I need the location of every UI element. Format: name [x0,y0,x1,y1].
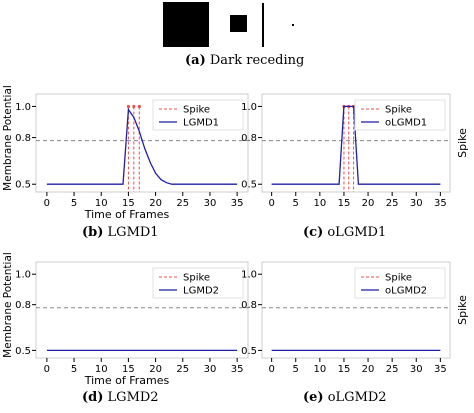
caption-e-letter: (e) [303,390,324,405]
x-tick-label: 5 [293,198,299,209]
x-tick-label: 10 [95,198,108,209]
stimulus-strip [0,0,474,50]
caption-d-text: LGMD2 [107,390,159,405]
spike-marker [137,104,141,109]
caption-e-text: oLGMD2 [327,390,387,405]
x-tick-label: 10 [95,364,108,375]
x-tick-label: 15 [338,364,351,375]
caption-c-letter: (c) [303,225,324,240]
x-tick-label: 20 [362,198,375,209]
y-axis-label: Membrane Potential [2,252,14,358]
y-tick-label: 0.5 [241,346,257,357]
x-axis-label: Time of Frames [84,208,170,221]
stimulus-frame-thin-bar [262,3,264,47]
x-tick-label: 35 [231,364,244,375]
chart-b: 0 5 10 15 20 25 30 35 0.5 0.8 1.0 Spike LGMD1 Time of… [2,85,249,221]
y-tick-label: 1.0 [241,270,257,281]
caption-c: (c) oLGMD1 [303,225,386,240]
x-tick-label: 30 [410,198,423,209]
plot-frame [35,93,249,193]
plot-frame [261,93,451,193]
y-axis-label: Membrane Potential [2,85,14,191]
x-tick-label: 0 [268,364,274,375]
legend-spike-label: Spike [385,105,412,116]
plot-frame [35,261,249,359]
spike-marker [132,104,136,109]
x-tick-label: 35 [434,198,447,209]
x-tick-label: 15 [122,364,135,375]
legend-box [354,267,446,299]
series-line [271,105,441,185]
x-tick-label: 20 [149,364,162,375]
x-tick-label: 30 [204,364,217,375]
x-tick-label: 30 [204,198,217,209]
caption-b-letter: (b) [82,225,104,240]
legend-box [152,267,244,299]
y-tick-label: 0.5 [15,346,31,357]
x-tick-label: 25 [176,364,189,375]
x-tick-label: 25 [176,198,189,209]
x-tick-label: 30 [410,364,423,375]
x-tick-label: 5 [71,364,77,375]
right-axis-label: Spike [456,128,469,158]
legend-box [354,99,446,131]
y-tick-label: 1.0 [241,102,257,113]
x-tick-label: 15 [122,198,135,209]
y-tick-label: 0.8 [15,300,31,311]
y-tick-label: 0.8 [241,133,257,144]
caption-d-letter: (d) [82,390,104,405]
legend-line-label: oLGMD1 [385,118,427,129]
y-tick-label: 0.8 [241,300,257,311]
legend-box [152,99,244,131]
stimulus-frame-dot [292,24,294,26]
y-tick-label: 0.5 [15,180,31,191]
chart-d: 0 5 10 15 20 25 30 35 0.5 0.8 1.0 Spike LGMD2 Time of… [2,252,249,387]
stimulus-frame-large-square [163,2,209,47]
series-line [46,107,238,185]
y-tick-label: 0.5 [241,180,257,191]
chart-e: 0 5 10 15 20 25 30 35 0.5 0.8 1.0 Spike oLGMD2 Spike [241,261,469,375]
caption-a-text: Dark receding [209,53,305,68]
x-tick-label: 20 [149,198,162,209]
right-axis-label: Spike [456,295,469,325]
x-tick-label: 35 [434,364,447,375]
x-tick-label: 15 [338,198,351,209]
x-tick-label: 10 [313,364,326,375]
y-tick-label: 0.8 [15,133,31,144]
x-tick-label: 0 [268,198,274,209]
caption-e: (e) oLGMD2 [303,390,387,405]
legend-line-label: oLGMD2 [385,286,427,297]
x-tick-label: 0 [44,198,50,209]
y-tick-label: 1.0 [15,102,31,113]
x-tick-label: 25 [386,198,399,209]
stimulus-frame-medium-square [230,15,247,32]
x-tick-label: 0 [44,364,50,375]
caption-b-text: LGMD1 [107,225,159,240]
legend-spike-label: Spike [183,273,210,284]
x-tick-label: 5 [293,364,299,375]
legend-spike-label: Spike [385,273,412,284]
chart-c: 0 5 10 15 20 25 30 35 0.5 0.8 1.0 Spike oLGMD1 Spike [241,93,469,209]
caption-a-letter: (a) [185,53,206,68]
legend-line-label: LGMD2 [183,286,219,297]
legend-spike-label: Spike [183,105,210,116]
plot-frame [261,261,451,359]
x-tick-label: 35 [231,198,244,209]
x-tick-label: 5 [71,198,77,209]
x-tick-label: 10 [313,198,326,209]
caption-c-text: oLGMD1 [327,225,387,240]
caption-b: (b) LGMD1 [82,225,159,240]
x-tick-label: 25 [386,364,399,375]
x-tick-label: 20 [362,364,375,375]
legend-line-label: LGMD1 [183,118,219,129]
x-axis-label: Time of Frames [84,374,170,387]
spike-marker [126,104,131,109]
caption-d: (d) LGMD2 [82,390,159,405]
y-tick-label: 1.0 [15,270,31,281]
caption-a: (a) Dark receding [185,53,304,68]
